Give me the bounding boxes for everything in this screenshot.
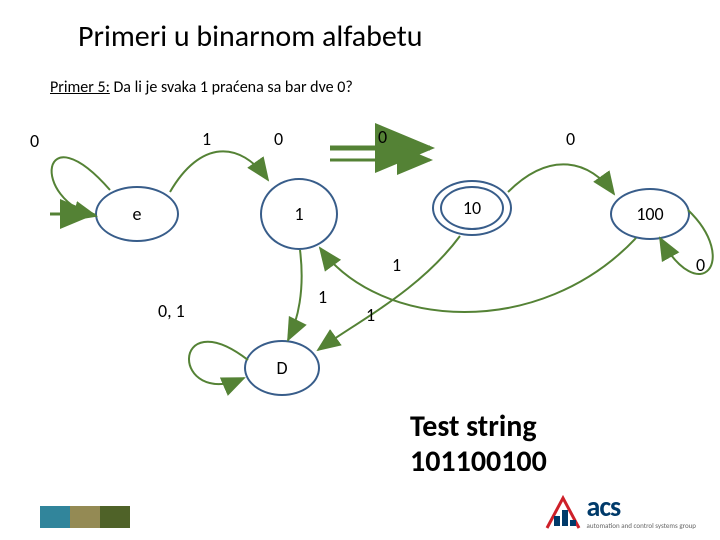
edge-label-D-self: 0, 1 — [158, 300, 185, 322]
edge-label-1-10-a: 0 — [274, 128, 283, 150]
edge-label-10-D: 1 — [392, 254, 401, 276]
logo-mark-icon — [543, 494, 583, 530]
logo-text-wrap: acs automation and control systems group — [587, 494, 697, 530]
footer-blocks — [40, 506, 130, 528]
footer-block-3 — [100, 506, 130, 528]
edge-label-e-1: 1 — [202, 128, 211, 150]
diagram-edges — [0, 0, 720, 540]
edge-label-1-10-b: 0 — [378, 126, 387, 148]
logo: acs automation and control systems group — [543, 494, 697, 530]
edge-label-10-100: 0 — [566, 128, 575, 150]
logo-subtext: automation and control systems group — [587, 521, 697, 530]
edge-label-e-self: 0 — [30, 130, 39, 152]
footer-block-1 — [40, 506, 70, 528]
test-string-l1: Test string — [410, 408, 537, 445]
edge-label-1-D: 1 — [318, 286, 327, 308]
edge-label-100-1: 1 — [366, 304, 375, 326]
logo-text: acs — [587, 489, 621, 524]
edge-label-100-self: 0 — [696, 254, 705, 276]
footer-block-2 — [70, 506, 100, 528]
test-string: Test string 101100100 — [410, 410, 547, 479]
test-string-l2: 101100100 — [410, 443, 547, 480]
